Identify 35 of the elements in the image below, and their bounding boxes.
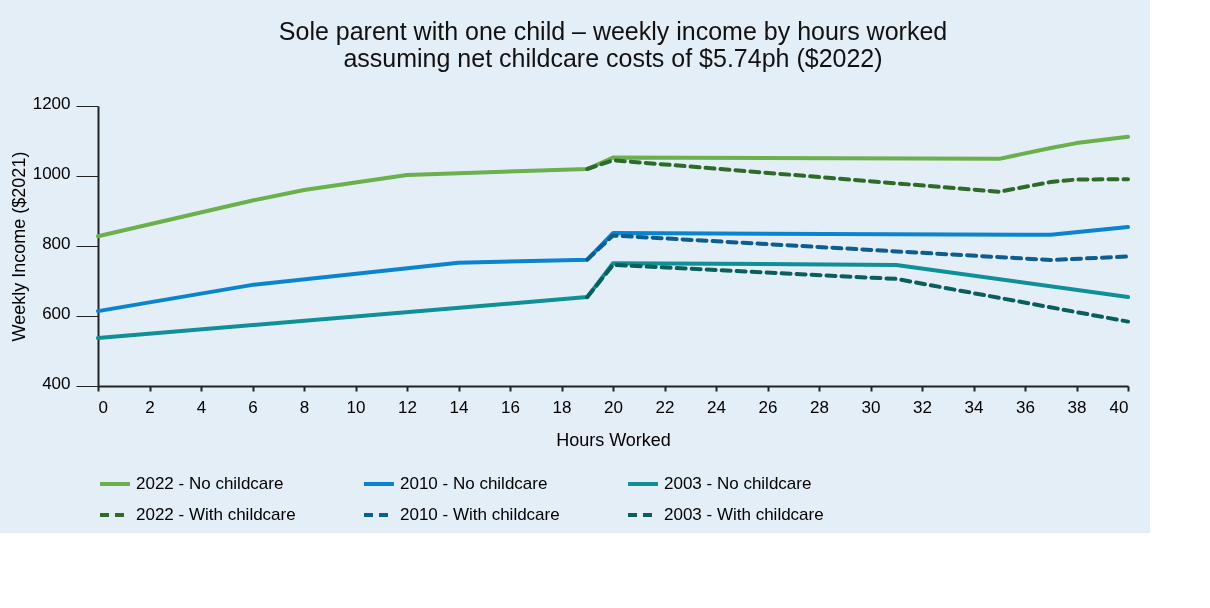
legend-label: 2010 - No childcare [400,474,548,493]
x-tick-label: 40 [1109,397,1129,417]
x-tick-label: 16 [501,397,520,417]
x-tick-label: 22 [655,397,675,417]
legend-label: 2003 - No childcare [664,474,812,493]
x-tick-label: 34 [964,397,984,417]
x-tick-label: 30 [861,397,881,417]
x-tick-label: 26 [758,397,778,417]
x-tick-label: 28 [810,397,829,417]
x-tick-label: 10 [346,397,366,417]
y-tick-label: 400 [42,373,71,393]
x-tick-label: 18 [552,397,572,417]
x-tick-label: 2 [145,397,155,417]
x-tick-label: 38 [1067,397,1087,417]
legend-label: 2022 - No childcare [136,474,284,493]
x-tick-label: 20 [604,397,623,417]
chart-title: Sole parent with one child – weekly income by hours worked assuming net childcare costs of $5.74ph ($2022) [278,17,948,72]
x-tick-label: 4 [196,397,207,417]
x-tick-label: 14 [449,397,469,417]
y-tick-label: 1200 [32,93,71,113]
y-tick-label: 800 [42,233,71,253]
x-tick-label: 6 [248,397,258,417]
legend-label: 2010 - With childcare [400,505,560,524]
x-tick-label: 12 [398,397,417,417]
x-tick-label: 32 [913,397,932,417]
y-tick-label: 600 [42,303,71,323]
x-tick-label: 24 [707,397,726,417]
x-tick-label: 0 [98,397,108,417]
x-tick-label: 8 [299,397,310,417]
x-tick-label: 36 [1016,397,1035,417]
y-axis-title: Weekly Income ($2021) [8,151,29,342]
y-tick-label: 1000 [32,163,71,183]
x-axis-title: Hours Worked [556,429,671,450]
legend-label: 2022 - With childcare [136,505,296,524]
legend-label: 2003 - With childcare [664,505,824,524]
